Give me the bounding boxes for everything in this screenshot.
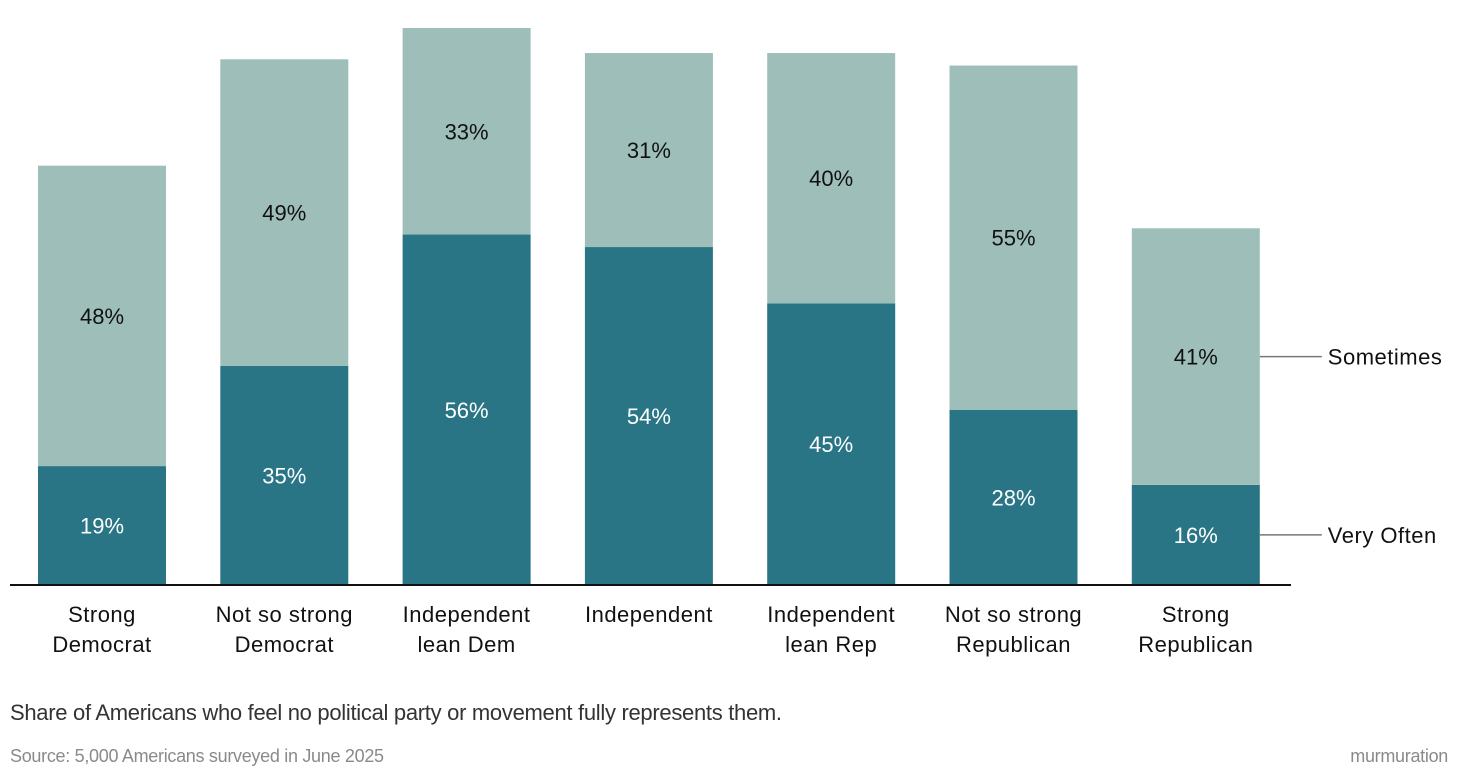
category-label: Democrat: [52, 632, 151, 657]
category-label: Independent: [403, 602, 531, 627]
data-label-sometimes: 40%: [809, 166, 853, 191]
source-note: Source: 5,000 Americans surveyed in June…: [10, 746, 384, 766]
bar-very-often: [220, 365, 349, 585]
stacked-bar-chart: 19% 48% Strong Democrat 35% 49% Not so strong D…: [10, 28, 1443, 657]
data-label-sometimes: 33%: [445, 119, 489, 144]
data-label-very-often: 54%: [627, 404, 671, 429]
data-label-very-often: 45%: [809, 432, 853, 457]
legend-label: Sometimes: [1328, 345, 1443, 370]
bar-very-often: [949, 409, 1078, 585]
category-label: Strong: [1162, 602, 1230, 627]
legend-label: Very Often: [1328, 523, 1437, 548]
category-label: Not so strong: [945, 602, 1082, 627]
category-label: Independent: [585, 602, 713, 627]
category-label: Strong: [68, 602, 136, 627]
data-label-sometimes: 55%: [991, 226, 1035, 251]
bar-sometimes: [38, 165, 166, 467]
category-label: Not so strong: [216, 602, 353, 627]
category-label: Independent: [767, 602, 895, 627]
bar-very-often: [402, 234, 531, 586]
bar-sometimes: [1131, 228, 1260, 485]
bar-sometimes: [767, 53, 896, 304]
category-label: lean Dem: [418, 632, 516, 657]
data-label-sometimes: 41%: [1174, 345, 1218, 370]
bar-very-often: [1131, 484, 1260, 585]
bar-sometimes: [584, 53, 713, 248]
data-label-sometimes: 31%: [627, 138, 671, 163]
bar-very-often: [38, 466, 166, 585]
category-label: Republican: [956, 632, 1071, 657]
category-label: lean Rep: [785, 632, 877, 657]
chart-caption: Share of Americans who feel no political…: [10, 700, 782, 725]
bar-very-often: [767, 303, 896, 585]
bar-sometimes: [402, 28, 531, 235]
data-label-very-often: 35%: [262, 463, 306, 488]
bar-sometimes: [949, 65, 1078, 410]
category-label: Democrat: [235, 632, 334, 657]
data-label-very-often: 19%: [80, 514, 124, 539]
bar-sometimes: [220, 59, 349, 366]
category-label: Republican: [1138, 632, 1253, 657]
data-label-very-often: 28%: [991, 485, 1035, 510]
brand-label: murmuration: [1350, 746, 1448, 766]
data-label-sometimes: 49%: [262, 201, 306, 226]
data-label-sometimes: 48%: [80, 304, 124, 329]
bar-very-often: [584, 247, 713, 586]
data-label-very-often: 56%: [445, 398, 489, 423]
data-label-very-often: 16%: [1174, 523, 1218, 548]
